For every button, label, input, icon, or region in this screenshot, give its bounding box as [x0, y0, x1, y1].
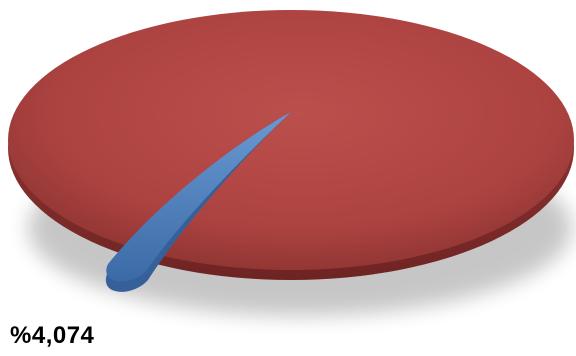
slice-small-group: [105, 112, 291, 292]
pie-slice-small: [106, 112, 291, 282]
data-label-small-slice: %4,074: [10, 322, 95, 349]
pie-top: [8, 10, 574, 270]
